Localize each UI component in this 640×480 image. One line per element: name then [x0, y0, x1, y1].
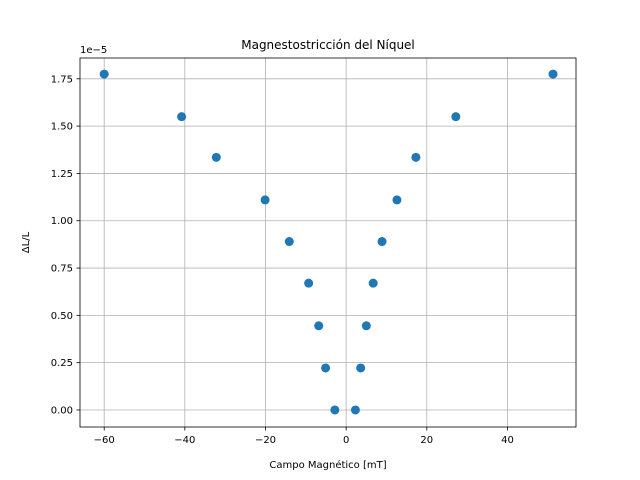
data-point: [411, 152, 421, 162]
x-tick-label: 20: [420, 435, 433, 446]
y-tick-label: 0.75: [51, 264, 73, 275]
y-axis-label: ΔL/L: [21, 231, 32, 253]
data-point: [350, 405, 360, 415]
data-point: [377, 237, 387, 247]
plot-frame: [79, 57, 577, 428]
y-tick-label: 1.25: [51, 169, 73, 180]
x-axis-label: Campo Magnético [mT]: [269, 459, 386, 471]
x-tick-label: −60: [94, 435, 115, 446]
y-tick-label: 0.50: [51, 311, 73, 322]
y-tick-label: 1.50: [51, 122, 73, 133]
data-point: [304, 278, 314, 288]
y-tick-label: 0.00: [51, 405, 73, 416]
data-point: [211, 152, 221, 162]
data-point: [314, 321, 324, 331]
x-tick-label: 40: [501, 435, 514, 446]
data-point: [99, 69, 109, 79]
data-points: [99, 69, 558, 415]
data-point: [548, 69, 558, 79]
grid: [80, 58, 576, 427]
y-tick-label: 1.75: [51, 74, 73, 85]
axis-ticks: −60 −40 −20 0 20 40 0.00 0.25 0.50 0.75 1.00 1.25 1.…: [51, 74, 514, 446]
chart-title: Magnestostricción del Níquel: [241, 38, 415, 52]
data-point: [177, 112, 187, 122]
x-tick-label: −20: [255, 435, 276, 446]
data-point: [356, 363, 366, 373]
data-point: [284, 237, 294, 247]
y-tick-label: 1.00: [51, 216, 73, 227]
y-axis-offset-label: 1e−5: [80, 45, 107, 56]
data-point: [260, 195, 270, 205]
data-point: [392, 195, 402, 205]
data-point: [330, 405, 340, 415]
data-point: [368, 278, 378, 288]
data-point: [321, 363, 331, 373]
y-tick-label: 0.25: [51, 358, 73, 369]
x-tick-label: −40: [174, 435, 195, 446]
data-point: [361, 321, 371, 331]
x-tick-label: 0: [343, 435, 349, 446]
data-point: [451, 112, 461, 122]
